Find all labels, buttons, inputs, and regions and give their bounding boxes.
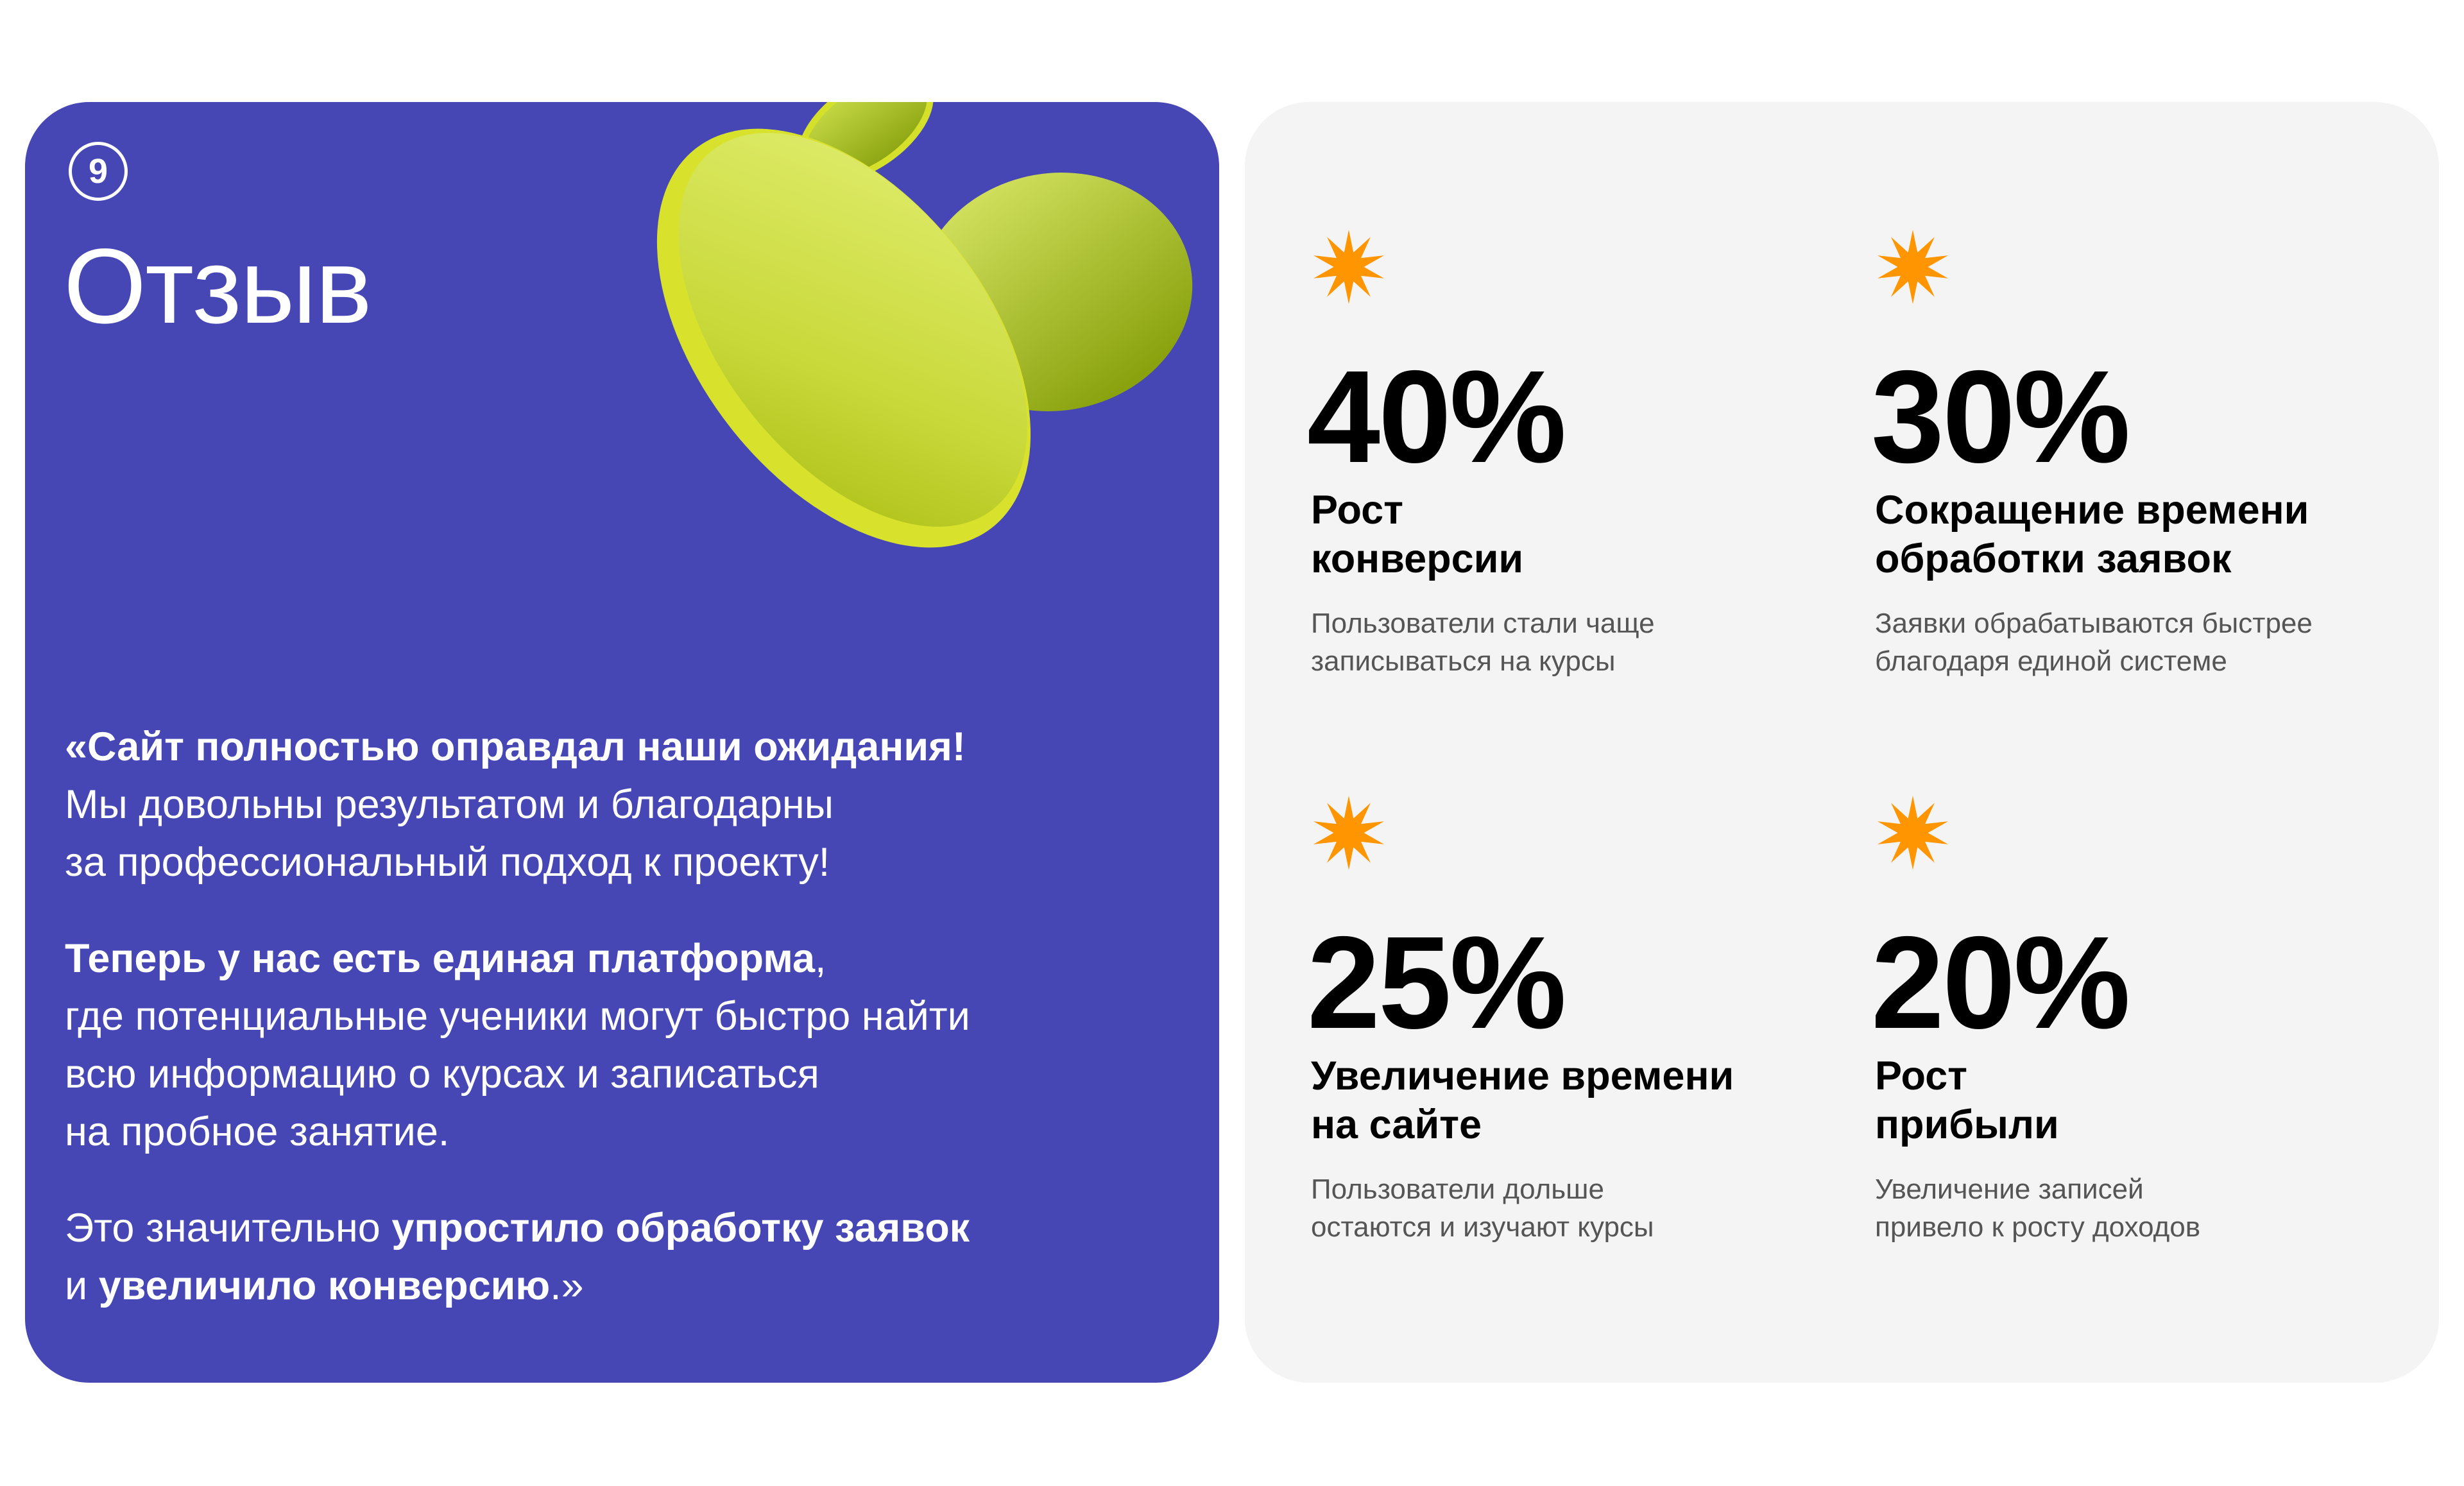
results-card: 40% Рост конверсии Пользователи стали ча… xyxy=(1245,102,2439,1383)
stat-value: 40% xyxy=(1307,343,1566,490)
stat-title: Рост прибыли xyxy=(1875,1054,2059,1147)
star-burst-icon xyxy=(1878,796,1948,870)
stat-description: Заявки обрабатываются быстрее благодаря … xyxy=(1875,608,2313,677)
stat-conversion: 40% Рост конверсии Пользователи стали ча… xyxy=(1307,229,1824,677)
stat-value: 25% xyxy=(1307,909,1566,1056)
stat-time-on-site: 25% Увеличение времени на сайте Пользова… xyxy=(1307,795,1824,1243)
quote-paragraph-2: Теперь у нас есть единая платформа, где п… xyxy=(65,936,970,1154)
stat-value: 20% xyxy=(1871,909,2130,1056)
quote-paragraph-3: Это значительно упростило обработку заяв… xyxy=(65,1206,970,1308)
star-burst-icon xyxy=(1313,230,1384,304)
testimonial-quote: «Сайт полностью оправдал наши ожидания! М… xyxy=(65,718,1091,1353)
star-burst-icon xyxy=(1313,796,1384,870)
stat-value: 30% xyxy=(1871,343,2130,490)
stat-description: Пользователи дольше остаются и изучают к… xyxy=(1311,1174,1654,1243)
stat-profit: 20% Рост прибыли Увеличение записей прив… xyxy=(1871,795,2388,1243)
quote-paragraph-1: «Сайт полностью оправдал наши ожидания! М… xyxy=(65,724,966,885)
stat-title: Увеличение времени на сайте xyxy=(1311,1054,1734,1147)
star-burst-icon xyxy=(1878,230,1948,304)
page-title: Отзыв xyxy=(64,227,372,346)
decorative-blobs-illustration xyxy=(656,102,1193,548)
testimonial-card: 9 Отзыв «Сайт полностью оправдал наши ож… xyxy=(25,102,1219,1383)
stat-description: Увеличение записей привело к росту доход… xyxy=(1875,1174,2201,1243)
slide-number-badge: 9 xyxy=(69,142,128,201)
stat-processing-time: 30% Сокращение времени обработки заявок … xyxy=(1871,229,2388,677)
stat-description: Пользователи стали чаще записываться на … xyxy=(1311,608,1655,677)
stat-title: Рост конверсии xyxy=(1311,488,1524,581)
stat-title: Сокращение времени обработки заявок xyxy=(1875,488,2309,581)
